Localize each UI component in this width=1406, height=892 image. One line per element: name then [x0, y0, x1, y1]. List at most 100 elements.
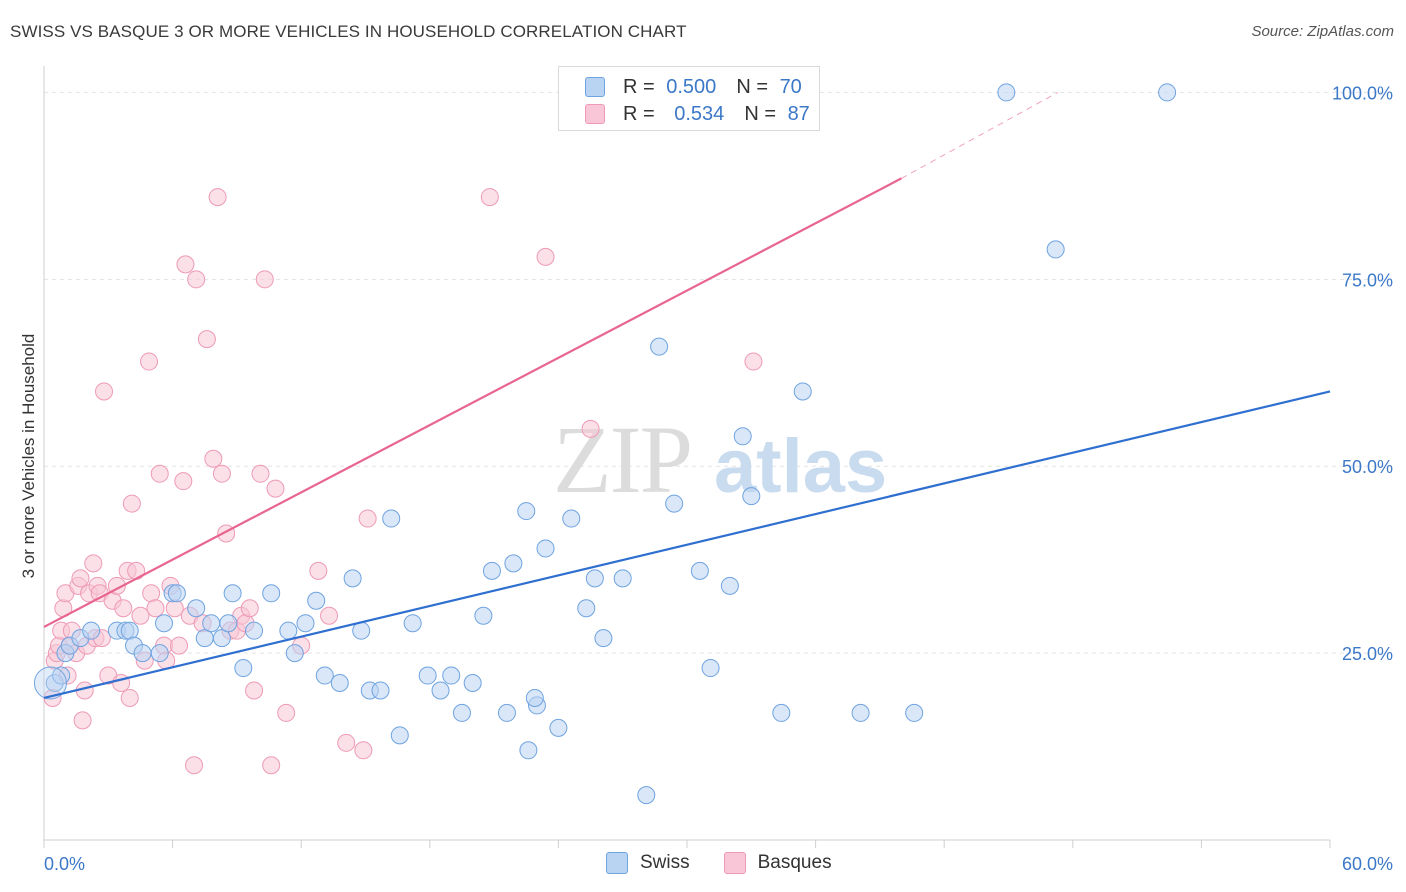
watermark-zip: ZIP — [553, 406, 691, 513]
basques-point-70 — [358, 509, 377, 528]
swiss-point-38 — [431, 681, 450, 700]
swiss-point-66 — [851, 703, 870, 722]
basques-point-69 — [354, 741, 373, 760]
swiss-point-35 — [390, 726, 409, 745]
swiss-point-24 — [279, 621, 298, 640]
basques-trend-line — [43, 177, 902, 628]
y-tick-label-75: 75.0% — [1342, 270, 1393, 290]
swiss-point-65 — [793, 382, 812, 401]
basques-point-22 — [95, 382, 114, 401]
legend-basques-n-value: 87 — [787, 102, 810, 125]
swiss-point-43 — [482, 561, 501, 580]
basques-point-52 — [212, 464, 231, 483]
basques-point-46 — [185, 756, 204, 775]
swiss-point-27 — [307, 591, 326, 610]
swiss-point-19 — [219, 614, 238, 633]
swiss-point-42 — [474, 606, 493, 625]
swiss-point-11 — [150, 644, 169, 663]
basques-point-73 — [581, 419, 600, 438]
legend-swiss-n-value: 70 — [779, 75, 802, 98]
basques-point-60 — [251, 464, 270, 483]
swiss-point-16 — [195, 629, 214, 648]
swiss-point-52 — [577, 599, 596, 618]
swiss-point-34 — [382, 509, 401, 528]
swiss-point-47 — [519, 741, 538, 760]
swiss-point-40 — [452, 703, 471, 722]
axes — [43, 66, 1331, 848]
basques-point-49 — [197, 330, 216, 349]
swiss-point-54 — [594, 629, 613, 648]
swiss-point-44 — [497, 703, 516, 722]
basques-trend-extension — [901, 91, 1059, 179]
swiss-point-22 — [245, 621, 264, 640]
x-tick-label-min: 0.0% — [44, 854, 85, 874]
y-axis-label: 3 or more Vehicles in Household — [19, 333, 38, 579]
legend-swatch-swiss — [585, 77, 605, 97]
legend-swiss-r-value: 0.500 — [666, 75, 717, 98]
basques-point-51 — [208, 188, 227, 207]
basques-point-68 — [337, 733, 356, 752]
swiss-point-49 — [536, 539, 555, 558]
swiss-point-50 — [549, 718, 568, 737]
swiss-point-26 — [296, 614, 315, 633]
source-label: Source: ZipAtlas.com — [1251, 23, 1394, 40]
basques-point-36 — [146, 599, 165, 618]
trend-lines — [43, 91, 1331, 700]
basques-point-17 — [84, 554, 103, 573]
basques-point-50 — [204, 449, 223, 468]
y-tick-label-25: 25.0% — [1342, 644, 1393, 664]
swiss-point-20 — [223, 584, 242, 603]
bottom-legend-swiss: Swiss — [640, 852, 690, 873]
swiss-point-58 — [665, 494, 684, 513]
x-tick-label-max: 60.0% — [1342, 854, 1393, 874]
legend-swatch-basques — [585, 104, 605, 124]
legend-box: R = 0.500 N = 70 R = 0.534 N = 87 — [558, 66, 820, 131]
basques-point-13 — [73, 711, 92, 730]
swiss-point-28 — [315, 666, 334, 685]
basques-point-72 — [536, 247, 555, 266]
basques-point-58 — [240, 599, 259, 618]
basques-point-43 — [174, 472, 193, 491]
basques-point-61 — [255, 270, 274, 289]
basques-point-66 — [309, 561, 328, 580]
swiss-point-large — [33, 666, 67, 700]
swiss-point-12 — [155, 614, 174, 633]
swiss-point-10 — [133, 644, 152, 663]
basques-point-32 — [131, 606, 150, 625]
swiss-point-37 — [418, 666, 437, 685]
swiss-point-41 — [463, 674, 482, 693]
bottom-legend-basques: Basques — [757, 852, 832, 873]
swiss-point-14 — [167, 584, 186, 603]
y-tick-label-100: 100.0% — [1332, 83, 1393, 103]
basques-point-64 — [277, 703, 296, 722]
basques-point-63 — [266, 479, 285, 498]
swiss-point-29 — [330, 674, 349, 693]
swiss-point-55 — [613, 569, 632, 588]
basques-point-59 — [245, 681, 264, 700]
y-tick-label-50: 50.0% — [1342, 457, 1393, 477]
swiss-point-17 — [202, 614, 221, 633]
legend-basques-r-label: R = — [623, 102, 655, 125]
swiss-point-53 — [585, 569, 604, 588]
basques-point-74 — [744, 352, 763, 371]
basques-point-44 — [176, 255, 195, 274]
swiss-point-61 — [720, 576, 739, 595]
swiss-point-62 — [733, 427, 752, 446]
swiss-point-25 — [285, 644, 304, 663]
swiss-point-51 — [562, 509, 581, 528]
swiss-point-59 — [690, 561, 709, 580]
basques-point-30 — [122, 494, 141, 513]
swiss-point-33 — [371, 681, 390, 700]
bottom-legend: Swiss Basques — [606, 852, 832, 874]
swiss-point-8 — [120, 621, 139, 640]
swiss-point-30 — [343, 569, 362, 588]
swiss-point-67 — [905, 703, 924, 722]
legend-row-basques: R = 0.534 N = 87 — [585, 102, 810, 126]
basques-point-29 — [120, 688, 139, 707]
swiss-point-70 — [1158, 83, 1177, 102]
swiss-point-23 — [262, 584, 281, 603]
swiss-point-60 — [701, 659, 720, 678]
legend-basques-n-label: N = — [744, 102, 776, 125]
swiss-point-63 — [742, 487, 761, 506]
